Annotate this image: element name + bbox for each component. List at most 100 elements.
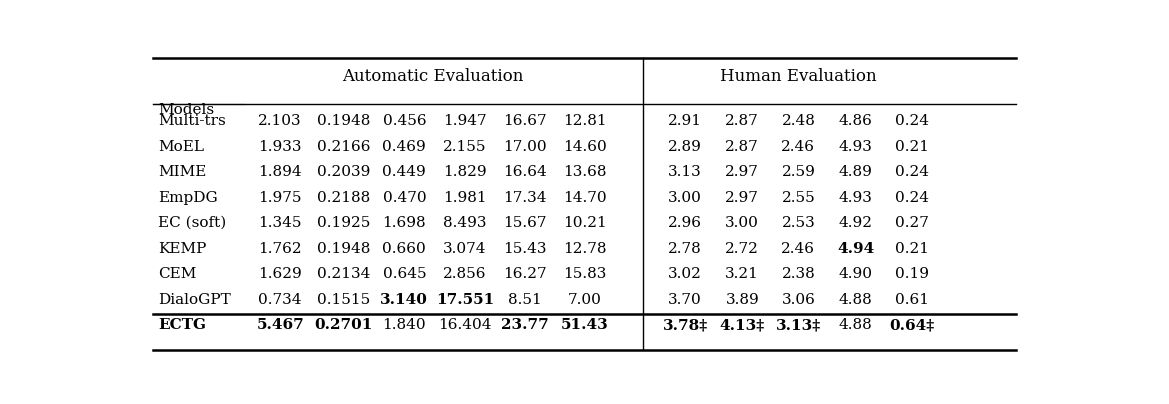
Text: 4.88: 4.88: [838, 292, 872, 307]
Text: 3.06: 3.06: [782, 292, 815, 307]
Text: 0.24: 0.24: [894, 191, 928, 204]
Text: 0.470: 0.470: [382, 191, 427, 204]
Text: 12.78: 12.78: [562, 242, 607, 256]
Text: Multi-trs: Multi-trs: [158, 114, 226, 128]
Text: 4.90: 4.90: [838, 267, 872, 281]
Text: 0.449: 0.449: [382, 165, 427, 179]
Text: 2.87: 2.87: [726, 114, 759, 128]
Text: 3.89: 3.89: [726, 292, 759, 307]
Text: 0.61: 0.61: [894, 292, 928, 307]
Text: 0.2134: 0.2134: [317, 267, 371, 281]
Text: 1.975: 1.975: [258, 191, 302, 204]
Text: 2.89: 2.89: [669, 139, 703, 154]
Text: 1.840: 1.840: [382, 318, 427, 332]
Text: Human Evaluation: Human Evaluation: [720, 68, 877, 85]
Text: 4.93: 4.93: [838, 191, 872, 204]
Text: 2.97: 2.97: [725, 191, 759, 204]
Text: 0.27: 0.27: [894, 216, 928, 230]
Text: 2.38: 2.38: [782, 267, 815, 281]
Text: 0.469: 0.469: [382, 139, 427, 154]
Text: 14.60: 14.60: [562, 139, 607, 154]
Text: 4.92: 4.92: [838, 216, 872, 230]
Text: KEMP: KEMP: [158, 242, 206, 256]
Text: 12.81: 12.81: [562, 114, 607, 128]
Text: 8.51: 8.51: [509, 292, 541, 307]
Text: 3.21: 3.21: [725, 267, 759, 281]
Text: 2.46: 2.46: [781, 242, 816, 256]
Text: 16.64: 16.64: [503, 165, 547, 179]
Text: 3.02: 3.02: [669, 267, 703, 281]
Text: 0.456: 0.456: [382, 114, 427, 128]
Text: 4.88: 4.88: [838, 318, 872, 332]
Text: 3.13: 3.13: [669, 165, 703, 179]
Text: 1.947: 1.947: [443, 114, 486, 128]
Text: 1.981: 1.981: [443, 191, 486, 204]
Text: 2.55: 2.55: [782, 191, 815, 204]
Text: 23.77: 23.77: [502, 318, 548, 332]
Text: 0.2039: 0.2039: [317, 165, 371, 179]
Text: 16.404: 16.404: [438, 318, 492, 332]
Text: 3.13‡: 3.13‡: [776, 318, 821, 332]
Text: 1.698: 1.698: [382, 216, 427, 230]
Text: DialoGPT: DialoGPT: [158, 292, 230, 307]
Text: ECTG: ECTG: [158, 318, 206, 332]
Text: 2.97: 2.97: [725, 165, 759, 179]
Text: 4.93: 4.93: [838, 139, 872, 154]
Text: 2.103: 2.103: [258, 114, 302, 128]
Text: 0.2188: 0.2188: [317, 191, 371, 204]
Text: 0.1948: 0.1948: [317, 114, 371, 128]
Text: 1.345: 1.345: [258, 216, 302, 230]
Text: 2.87: 2.87: [726, 139, 759, 154]
Text: 1.894: 1.894: [258, 165, 302, 179]
Text: 10.21: 10.21: [562, 216, 607, 230]
Text: 8.493: 8.493: [443, 216, 486, 230]
Text: 16.67: 16.67: [503, 114, 547, 128]
Text: 0.24: 0.24: [894, 114, 928, 128]
Text: 17.551: 17.551: [436, 292, 494, 307]
Text: 17.00: 17.00: [503, 139, 547, 154]
Text: 0.734: 0.734: [258, 292, 302, 307]
Text: 4.89: 4.89: [838, 165, 872, 179]
Text: 3.00: 3.00: [669, 191, 703, 204]
Text: CEM: CEM: [158, 267, 196, 281]
Text: 17.34: 17.34: [503, 191, 547, 204]
Text: Models: Models: [158, 103, 214, 117]
Text: 0.1948: 0.1948: [317, 242, 371, 256]
Text: 51.43: 51.43: [561, 318, 609, 332]
Text: EmpDG: EmpDG: [158, 191, 217, 204]
Text: 2.91: 2.91: [669, 114, 703, 128]
Text: 4.94: 4.94: [837, 242, 874, 256]
Text: MIME: MIME: [158, 165, 206, 179]
Text: EC (soft): EC (soft): [158, 216, 226, 230]
Text: 2.48: 2.48: [782, 114, 815, 128]
Text: 1.933: 1.933: [258, 139, 302, 154]
Text: 2.46: 2.46: [781, 139, 816, 154]
Text: 3.074: 3.074: [443, 242, 486, 256]
Text: 0.1515: 0.1515: [317, 292, 371, 307]
Text: 2.96: 2.96: [669, 216, 703, 230]
Text: 0.2701: 0.2701: [314, 318, 373, 332]
Text: 2.856: 2.856: [443, 267, 486, 281]
Text: MoEL: MoEL: [158, 139, 203, 154]
Text: 2.59: 2.59: [782, 165, 815, 179]
Text: 0.64‡: 0.64‡: [890, 318, 934, 332]
Text: 16.27: 16.27: [503, 267, 547, 281]
Text: 0.660: 0.660: [382, 242, 427, 256]
Text: 1.629: 1.629: [258, 267, 302, 281]
Text: 1.829: 1.829: [443, 165, 486, 179]
Text: 3.78‡: 3.78‡: [663, 318, 707, 332]
Text: 7.00: 7.00: [568, 292, 602, 307]
Text: 15.67: 15.67: [503, 216, 547, 230]
Text: 2.155: 2.155: [443, 139, 486, 154]
Text: 0.21: 0.21: [894, 242, 928, 256]
Text: 4.13‡: 4.13‡: [720, 318, 765, 332]
Text: 0.24: 0.24: [894, 165, 928, 179]
Text: 0.2166: 0.2166: [317, 139, 371, 154]
Text: 14.70: 14.70: [562, 191, 607, 204]
Text: 15.43: 15.43: [503, 242, 547, 256]
Text: 2.72: 2.72: [725, 242, 759, 256]
Text: 3.70: 3.70: [669, 292, 703, 307]
Text: 2.78: 2.78: [669, 242, 703, 256]
Text: Automatic Evaluation: Automatic Evaluation: [341, 68, 523, 85]
Text: 13.68: 13.68: [562, 165, 607, 179]
